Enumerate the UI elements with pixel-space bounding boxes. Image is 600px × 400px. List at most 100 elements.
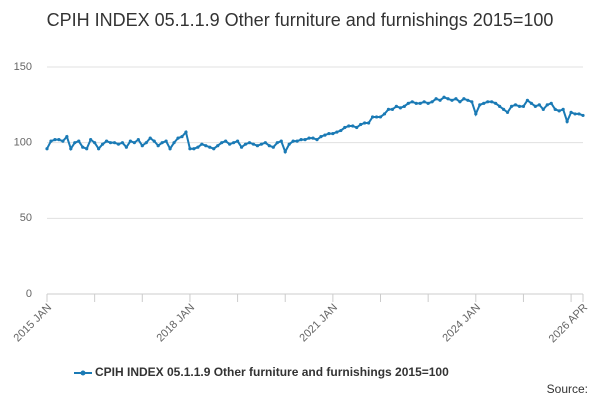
data-point bbox=[339, 128, 343, 133]
data-point bbox=[509, 104, 514, 108]
data-point bbox=[144, 141, 148, 145]
data-point bbox=[291, 139, 295, 143]
data-point bbox=[327, 131, 331, 136]
x-tick-label: 2018 JAN bbox=[154, 302, 197, 345]
data-point bbox=[93, 141, 97, 145]
data-point bbox=[494, 101, 498, 105]
data-point bbox=[311, 136, 315, 140]
data-point bbox=[255, 144, 260, 148]
data-point bbox=[228, 142, 232, 146]
data-point bbox=[57, 138, 61, 142]
data-point bbox=[164, 139, 168, 143]
data-point bbox=[89, 138, 93, 142]
data-point bbox=[513, 103, 518, 107]
data-point bbox=[73, 141, 77, 145]
data-point bbox=[140, 144, 144, 148]
data-point bbox=[517, 104, 522, 108]
data-point bbox=[490, 100, 494, 104]
data-point bbox=[208, 145, 212, 149]
data-point bbox=[49, 139, 53, 143]
data-point bbox=[287, 142, 291, 146]
data-point bbox=[482, 101, 486, 105]
data-point bbox=[378, 115, 383, 119]
y-tick-label: 50 bbox=[20, 212, 32, 224]
data-point bbox=[116, 142, 121, 146]
data-point bbox=[188, 147, 192, 151]
data-point bbox=[152, 139, 156, 143]
data-point bbox=[462, 97, 466, 101]
data-point bbox=[355, 125, 359, 130]
data-point bbox=[553, 107, 557, 111]
data-point bbox=[168, 147, 172, 151]
data-point bbox=[243, 142, 248, 146]
data-point bbox=[319, 135, 323, 139]
data-point bbox=[466, 98, 470, 102]
data-point bbox=[263, 141, 267, 145]
data-point bbox=[374, 115, 379, 119]
x-tick-label: 2021 JAN bbox=[297, 302, 340, 345]
data-point bbox=[382, 112, 387, 116]
series-line bbox=[46, 96, 584, 155]
data-point bbox=[533, 104, 537, 108]
data-point bbox=[124, 145, 129, 149]
data-point bbox=[172, 141, 176, 145]
data-point bbox=[271, 145, 275, 149]
data-point bbox=[498, 104, 502, 108]
data-point bbox=[434, 97, 438, 101]
data-point bbox=[235, 139, 240, 143]
data-point bbox=[275, 141, 279, 145]
x-tick-label: 2026 APR bbox=[547, 302, 591, 346]
data-point bbox=[160, 141, 164, 145]
data-point bbox=[370, 115, 375, 119]
data-point bbox=[53, 138, 57, 142]
data-point bbox=[430, 100, 434, 104]
data-point bbox=[192, 147, 196, 151]
data-point bbox=[394, 104, 398, 108]
data-point bbox=[359, 122, 363, 127]
data-point bbox=[180, 135, 184, 139]
data-point bbox=[398, 106, 402, 110]
data-point bbox=[335, 130, 339, 134]
data-point bbox=[541, 107, 545, 111]
data-point bbox=[474, 112, 478, 116]
x-tick-label: 2015 JAN bbox=[12, 302, 55, 345]
data-point bbox=[283, 150, 287, 154]
data-point bbox=[196, 145, 200, 149]
data-point bbox=[347, 124, 351, 128]
data-point bbox=[422, 100, 426, 104]
data-point bbox=[216, 144, 220, 148]
data-point bbox=[315, 138, 319, 142]
data-point bbox=[581, 113, 585, 118]
data-point bbox=[85, 147, 89, 151]
data-point bbox=[545, 103, 549, 107]
data-point bbox=[478, 103, 482, 107]
data-point bbox=[501, 107, 506, 111]
data-point bbox=[65, 135, 69, 139]
legend-label: CPIH INDEX 05.1.1.9 Other furniture and … bbox=[95, 365, 449, 379]
data-point bbox=[426, 101, 430, 105]
data-point bbox=[251, 142, 256, 146]
data-point bbox=[367, 121, 371, 125]
data-point bbox=[120, 141, 125, 145]
data-point bbox=[303, 138, 307, 142]
data-point bbox=[108, 141, 113, 145]
data-point bbox=[307, 136, 311, 140]
data-point bbox=[45, 147, 49, 151]
data-point bbox=[446, 97, 450, 101]
data-point bbox=[299, 138, 303, 142]
data-point bbox=[561, 107, 565, 111]
data-point bbox=[351, 124, 355, 128]
data-point bbox=[184, 130, 188, 134]
data-point bbox=[454, 97, 458, 101]
data-point bbox=[69, 147, 73, 151]
data-point bbox=[212, 147, 216, 151]
data-point bbox=[525, 98, 530, 102]
data-point bbox=[136, 138, 140, 142]
data-point bbox=[100, 142, 105, 146]
data-point bbox=[438, 98, 442, 102]
data-point bbox=[363, 121, 367, 125]
data-point bbox=[220, 141, 224, 145]
data-point bbox=[577, 112, 581, 116]
data-point bbox=[390, 107, 395, 111]
